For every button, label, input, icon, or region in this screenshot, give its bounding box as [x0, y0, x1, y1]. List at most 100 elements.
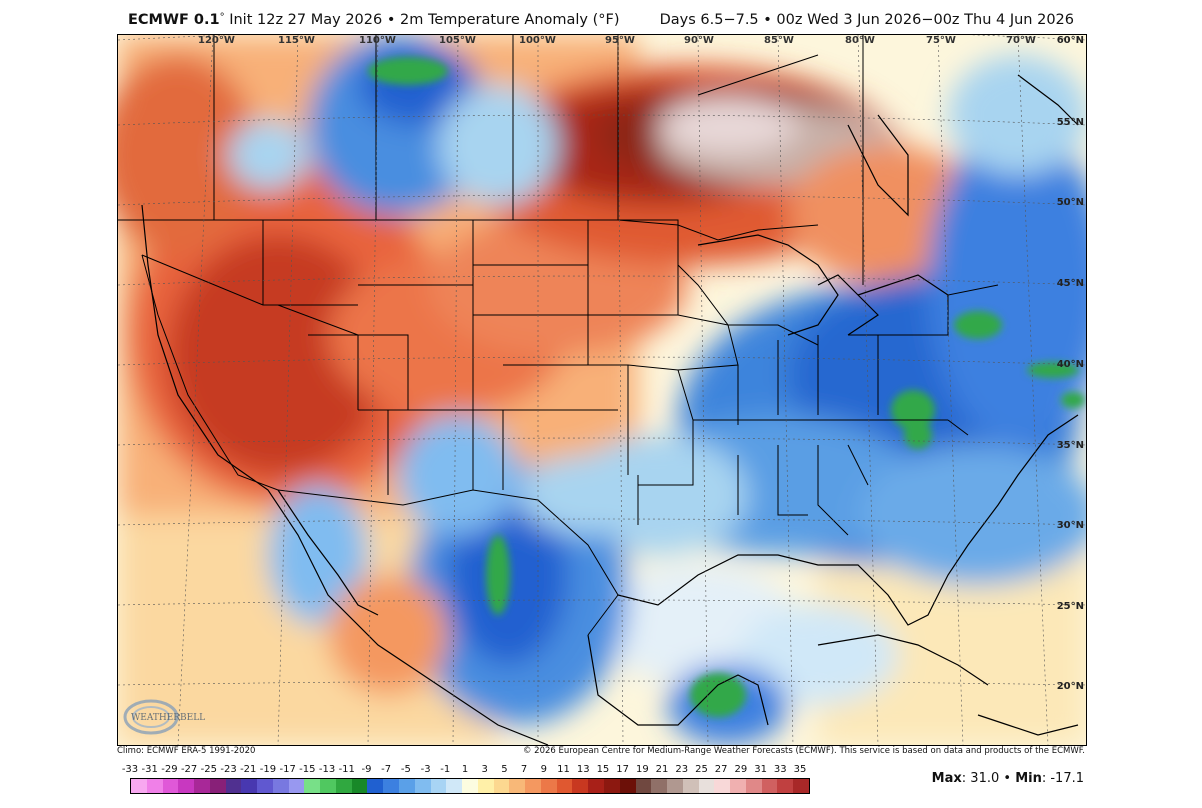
legend-swatch	[194, 779, 210, 793]
legend-swatch	[430, 779, 447, 793]
legend-tick-label: -21	[240, 764, 257, 775]
lat-label-30n: 30°N	[1056, 520, 1084, 531]
legend-swatch	[272, 779, 289, 793]
weatherbell-logo: WEATHERBELL	[123, 699, 205, 735]
legend-swatch	[730, 779, 746, 793]
legend-swatch	[651, 779, 668, 793]
lon-label-75w: 75°W	[926, 35, 956, 46]
legend-swatch	[509, 779, 526, 793]
legend-swatch	[351, 779, 368, 793]
lon-label-110w: 110°W	[359, 35, 396, 46]
legend-swatch	[556, 779, 573, 793]
climo-credit: Climo: ECMWF ERA-5 1991-2020	[117, 746, 256, 756]
degree-symbol: °	[219, 12, 225, 23]
legend-tick-label: 13	[576, 764, 590, 775]
legend-tick-label: -13	[318, 764, 336, 775]
max-min-stats: Max: 31.0 • Min: -17.1	[931, 771, 1084, 786]
lon-label-80w: 80°W	[845, 35, 875, 46]
model-name: ECMWF 0.1	[128, 12, 220, 28]
max-label: Max	[931, 771, 962, 786]
init-text: Init 12z 27 May 2026 • 2m Temperature An…	[224, 12, 620, 28]
legend-tick-label: 5	[501, 764, 508, 775]
legend-swatch	[225, 779, 242, 793]
max-value: 31.0	[970, 771, 1000, 786]
legend-swatch	[462, 779, 478, 793]
legend-swatch	[635, 779, 652, 793]
legend-tick-label: 29	[734, 764, 748, 775]
copyright-credit: © 2026 European Centre for Medium-Range …	[522, 746, 1085, 756]
lat-label-55n: 55°N	[1056, 117, 1084, 128]
legend-swatch	[588, 779, 604, 793]
legend-tick-label: -1	[440, 764, 451, 775]
legend-swatch	[209, 779, 226, 793]
legend-tick-label: 7	[520, 764, 528, 775]
legend-swatch	[162, 779, 179, 793]
green-anomaly-spots	[368, 57, 1085, 717]
legend-tick-label: 33	[773, 764, 787, 775]
lon-label-70w: 70°W	[1006, 35, 1036, 46]
legend-swatch	[414, 779, 431, 793]
legend-tick-label: -27	[180, 764, 198, 775]
lat-label-40n: 40°N	[1056, 359, 1084, 370]
legend-tick-label: -5	[400, 764, 411, 775]
legend-swatch	[525, 779, 541, 793]
legend-swatch	[793, 779, 809, 793]
anomaly-map[interactable]: 120°W 115°W 110°W 105°W 100°W 95°W 90°W …	[117, 34, 1087, 746]
legend-swatch	[540, 779, 557, 793]
legend-swatch	[493, 779, 510, 793]
lat-label-45n: 45°N	[1056, 278, 1084, 289]
lon-label-100w: 100°W	[519, 35, 556, 46]
lat-label-50n: 50°N	[1056, 197, 1084, 208]
legend-swatch	[761, 779, 778, 793]
map-title: ECMWF 0.1° Init 12z 27 May 2026 • 2m Tem…	[128, 12, 620, 28]
legend-swatch	[682, 779, 699, 793]
legend-tick-labels: -33 -31 -29 -27 -25 -23 -21 -19 -17 -15 -13 -11 -9 -7…	[122, 764, 810, 778]
logo-text: WEATHERBELL	[131, 713, 205, 723]
legend-swatch	[335, 779, 352, 793]
legend-tick-label: -3	[420, 764, 431, 775]
legend-swatch	[667, 779, 683, 793]
political-borders	[118, 35, 999, 636]
min-label: Min	[1015, 771, 1042, 786]
legend-tick-label: 11	[557, 764, 570, 775]
legend-tick-label: -19	[259, 764, 277, 775]
legend-tick-label: -17	[279, 764, 296, 775]
legend-swatch	[320, 779, 336, 793]
legend-swatch	[178, 779, 195, 793]
legend-tick-label: 23	[675, 764, 689, 775]
legend-swatch	[399, 779, 415, 793]
legend-tick-label: -33	[121, 764, 139, 775]
legend-swatch	[446, 779, 463, 793]
legend-tick-label: -9	[361, 764, 372, 775]
map-canvas	[118, 35, 1086, 745]
legend-tick-label: 15	[596, 764, 610, 775]
legend-swatch	[367, 779, 384, 793]
coastlines	[141, 74, 1079, 745]
legend-tick-label: 31	[754, 764, 767, 775]
legend-color-bar	[130, 778, 810, 794]
lat-label-35n: 35°N	[1056, 440, 1084, 451]
graticule	[118, 35, 1086, 745]
legend-swatch	[745, 779, 762, 793]
legend-swatch	[383, 779, 400, 793]
stats-separator: •	[999, 771, 1016, 786]
legend-swatch	[572, 779, 589, 793]
lat-label-25n: 25°N	[1056, 601, 1084, 612]
lat-label-60n: 60°N	[1056, 35, 1084, 46]
legend-tick-label: 3	[481, 764, 488, 775]
lat-label-20n: 20°N	[1056, 681, 1084, 692]
legend-tick-label: -31	[141, 764, 158, 775]
legend-swatch	[477, 779, 494, 793]
legend-tick-label: -15	[299, 764, 316, 775]
color-legend: -33 -31 -29 -27 -25 -23 -21 -19 -17 -15 -13 -11 -9 -7…	[122, 764, 810, 794]
lon-label-95w: 95°W	[605, 35, 635, 46]
legend-tick-label: 35	[793, 764, 807, 775]
legend-tick-label: 17	[616, 764, 630, 775]
legend-tick-label: 1	[461, 764, 469, 775]
legend-tick-label: 27	[714, 764, 728, 775]
legend-swatch	[619, 779, 636, 793]
legend-swatch	[241, 779, 258, 793]
legend-tick-label: 25	[695, 764, 708, 775]
legend-swatch	[288, 779, 305, 793]
legend-swatch	[146, 779, 163, 793]
